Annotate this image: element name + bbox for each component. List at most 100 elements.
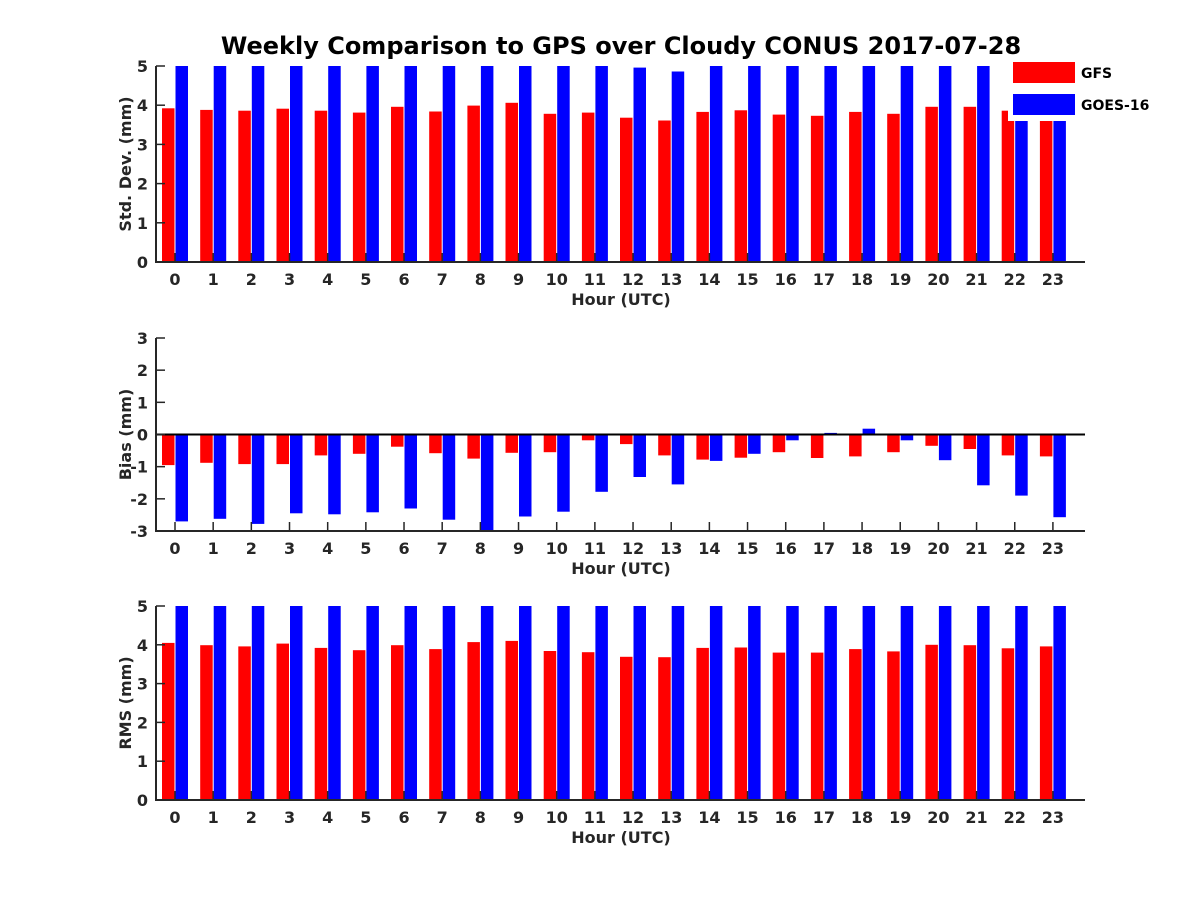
x-tick-label: 22 [1004,808,1026,827]
bar-gfs-20 [925,434,938,446]
bar-gfs-10 [543,651,557,800]
bar-goes-16-8 [480,606,494,800]
x-tick-label: 17 [813,539,835,558]
bar-gfs-23 [1039,646,1053,800]
x-tick-label: 14 [698,808,720,827]
bar-goes-16-14 [709,434,723,461]
x-axis-label: Hour (UTC) [571,290,671,309]
bar-gfs-21 [963,645,977,800]
y-tick-label: 1 [137,393,148,412]
bar-gfs-5 [352,650,366,800]
bar-gfs-6 [391,645,404,800]
y-tick-label: -3 [130,522,148,541]
bar-gfs-7 [429,434,442,454]
x-tick-label: 6 [398,808,409,827]
y-tick-label: 2 [137,713,148,732]
x-tick-label: 8 [475,539,486,558]
x-tick-label: 6 [398,539,409,558]
bar-goes-16-9 [519,434,532,517]
bar-gfs-17 [810,115,824,262]
bar-goes-16-13 [671,71,685,262]
bar-goes-16-3 [290,66,303,262]
bar-goes-16-12 [633,434,646,477]
x-tick-label: 17 [813,270,835,289]
bar-goes-16-17 [824,606,837,800]
bar-goes-16-20 [938,66,952,262]
bar-goes-16-16 [786,66,799,262]
bar-goes-16-7 [442,66,456,262]
bar-goes-16-7 [442,434,456,520]
bar-gfs-14 [696,434,709,460]
bar-gfs-13 [658,120,671,262]
x-tick-label: 13 [660,539,682,558]
bar-gfs-1 [200,109,213,263]
bar-gfs-15 [734,647,748,800]
bar-goes-16-14 [709,66,723,262]
y-tick-label: -2 [130,490,148,509]
x-tick-label: 18 [851,808,873,827]
chart-title: Weekly Comparison to GPS over Cloudy CON… [221,32,1021,60]
bar-gfs-17 [810,652,824,800]
bar-goes-16-8 [480,434,494,531]
x-tick-label: 10 [546,808,568,827]
bar-gfs-9 [505,640,518,800]
x-tick-label: 9 [513,539,524,558]
bar-goes-16-9 [519,66,532,262]
bar-gfs-18 [849,111,862,263]
x-tick-label: 7 [437,539,448,558]
bar-goes-16-12 [633,67,646,262]
y-tick-label: 0 [137,426,148,445]
legend-swatch-goes-16 [1013,94,1075,115]
x-tick-label: 15 [736,270,758,289]
bar-goes-16-4 [328,434,341,515]
bar-goes-16-10 [557,434,570,512]
bar-gfs-22 [1001,110,1015,262]
bar-goes-16-3 [290,606,303,800]
x-tick-label: 21 [965,808,987,827]
bar-goes-16-18 [862,606,876,800]
x-tick-label: 9 [513,808,524,827]
bar-gfs-23 [1039,434,1053,457]
bar-gfs-4 [314,647,328,800]
x-tick-label: 23 [1042,808,1064,827]
x-tick-label: 19 [889,808,911,827]
x-tick-label: 19 [889,270,911,289]
legend-label-gfs: GFS [1081,66,1112,82]
bar-gfs-20 [925,106,938,262]
bar-gfs-10 [543,113,557,262]
y-axis-label: Bias (mm) [116,389,135,481]
x-tick-label: 14 [698,539,720,558]
bar-gfs-14 [696,111,709,263]
x-tick-label: 20 [927,270,949,289]
x-tick-label: 21 [965,270,987,289]
x-tick-label: 4 [322,270,333,289]
bar-gfs-12 [620,434,633,445]
bar-goes-16-17 [824,66,837,262]
bar-gfs-16 [772,652,786,800]
bar-gfs-12 [620,656,633,800]
bar-goes-16-0 [175,66,188,262]
bar-gfs-6 [391,434,404,447]
x-tick-label: 7 [437,808,448,827]
bar-goes-16-13 [671,434,685,485]
bar-gfs-11 [581,434,595,441]
bar-gfs-2 [238,646,251,800]
bar-gfs-17 [810,434,824,458]
x-tick-label: 18 [851,539,873,558]
bar-goes-16-20 [938,606,952,800]
y-tick-label: 3 [137,329,148,348]
bar-goes-16-9 [519,606,532,800]
bar-gfs-0 [162,642,175,800]
x-tick-label: 1 [208,808,219,827]
chart-legend: GFS GOES-16 [1008,57,1149,121]
bar-goes-16-5 [366,66,379,262]
bar-gfs-10 [543,434,557,453]
x-tick-label: 18 [851,270,873,289]
x-tick-label: 16 [775,539,797,558]
bar-gfs-13 [658,434,671,456]
bar-gfs-3 [276,108,289,262]
bar-gfs-8 [467,434,480,459]
x-tick-label: 13 [660,270,682,289]
x-tick-label: 11 [584,539,606,558]
bar-gfs-5 [352,112,366,262]
